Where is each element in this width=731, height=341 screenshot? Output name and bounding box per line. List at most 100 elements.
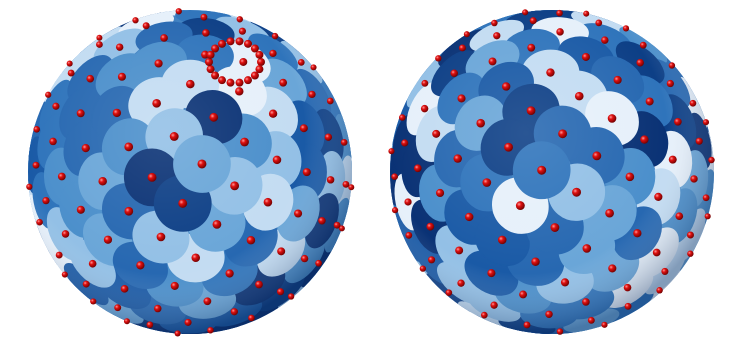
site: [575, 92, 584, 101]
site: [669, 156, 677, 164]
site: [244, 76, 252, 84]
site: [476, 119, 485, 128]
site: [226, 79, 234, 87]
site: [49, 138, 56, 145]
site: [457, 280, 464, 287]
site: [450, 69, 458, 77]
site: [661, 268, 668, 275]
site: [124, 318, 130, 324]
site: [257, 58, 265, 66]
site: [530, 17, 537, 24]
site: [582, 53, 590, 61]
site: [537, 166, 546, 175]
site: [454, 154, 462, 162]
site: [26, 184, 32, 190]
site: [519, 291, 527, 299]
site: [558, 129, 567, 138]
site: [303, 168, 311, 176]
site: [68, 70, 75, 77]
site: [273, 156, 282, 165]
site: [211, 45, 219, 53]
site: [96, 35, 102, 41]
site: [653, 249, 661, 257]
site: [527, 44, 535, 52]
site: [583, 11, 589, 17]
site: [583, 244, 592, 253]
site: [459, 44, 466, 51]
site: [343, 181, 350, 188]
site: [595, 20, 602, 27]
site: [239, 58, 247, 66]
site: [421, 105, 428, 112]
site: [201, 14, 208, 21]
site: [334, 222, 341, 229]
site: [690, 175, 697, 182]
site: [561, 278, 569, 286]
site: [516, 201, 525, 210]
site: [272, 33, 278, 39]
site: [197, 159, 206, 168]
site: [420, 265, 426, 271]
site: [656, 287, 662, 293]
site: [601, 322, 607, 328]
site: [588, 317, 595, 324]
site: [341, 139, 348, 146]
site: [294, 209, 302, 217]
site: [83, 281, 90, 288]
site: [277, 288, 284, 295]
site: [96, 41, 103, 48]
site: [90, 298, 96, 304]
site: [504, 143, 513, 152]
site: [414, 164, 422, 172]
site: [218, 40, 226, 48]
site: [62, 271, 68, 277]
site: [118, 73, 126, 81]
site: [556, 28, 563, 35]
site: [625, 303, 632, 310]
site: [171, 282, 179, 290]
site: [239, 28, 246, 35]
site: [247, 236, 255, 244]
page: (() => { const data = JSON.parse(documen…: [0, 0, 731, 341]
site: [147, 321, 154, 328]
site: [209, 113, 218, 122]
site: [436, 189, 444, 197]
site: [623, 25, 629, 31]
site: [89, 260, 97, 268]
site: [148, 173, 157, 182]
site: [288, 293, 294, 299]
site: [207, 327, 214, 334]
site: [186, 80, 195, 89]
site: [605, 209, 614, 218]
site: [531, 257, 539, 265]
site: [62, 230, 70, 238]
site: [298, 59, 305, 66]
site: [608, 264, 616, 272]
site: [315, 260, 322, 267]
site: [175, 330, 181, 336]
site: [490, 302, 497, 309]
site: [556, 10, 563, 17]
site: [432, 130, 440, 138]
site: [481, 312, 488, 319]
site: [58, 173, 66, 181]
site: [399, 114, 406, 121]
site: [405, 232, 412, 239]
site: [491, 20, 498, 27]
site: [601, 36, 608, 43]
site: [67, 61, 73, 67]
site: [674, 118, 682, 126]
site: [213, 220, 222, 229]
site: [669, 62, 675, 68]
site: [557, 328, 564, 335]
site: [77, 109, 85, 117]
site: [624, 284, 632, 292]
site: [464, 31, 470, 37]
site: [545, 311, 552, 318]
site: [421, 80, 428, 87]
site: [498, 236, 507, 245]
site: [640, 135, 648, 143]
site: [675, 212, 683, 220]
site: [231, 308, 238, 315]
site: [428, 256, 435, 263]
